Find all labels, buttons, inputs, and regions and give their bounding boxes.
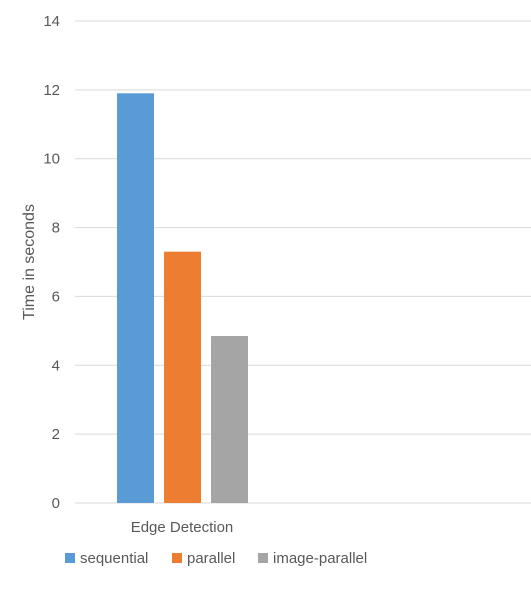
bars <box>117 93 248 504</box>
y-tick-label: 10 <box>43 151 60 168</box>
legend-label-sequential: sequential <box>80 550 148 567</box>
y-axis-title: Time in seconds <box>21 204 38 320</box>
y-tick-label: 2 <box>52 426 60 443</box>
bar-parallel <box>164 251 201 503</box>
legend-swatch-parallel <box>172 553 182 563</box>
y-tick-label: 12 <box>43 82 60 99</box>
legend-swatch-sequential <box>65 553 75 563</box>
y-tick-label: 8 <box>52 220 60 237</box>
legend-label-image-parallel: image-parallel <box>273 550 367 567</box>
legend-label-parallel: parallel <box>187 550 235 567</box>
y-axis-ticks: 0 2 4 6 8 10 12 14 <box>43 13 60 512</box>
bar-image-parallel <box>211 336 248 503</box>
y-tick-label: 0 <box>52 495 60 512</box>
bar-sequential <box>117 93 154 504</box>
y-tick-label: 4 <box>52 357 60 374</box>
legend: sequential parallel image-parallel <box>65 550 367 567</box>
legend-swatch-image-parallel <box>258 553 268 563</box>
y-tick-label: 14 <box>43 13 60 30</box>
y-tick-label: 6 <box>52 288 60 305</box>
category-label: Edge Detection <box>131 519 234 536</box>
